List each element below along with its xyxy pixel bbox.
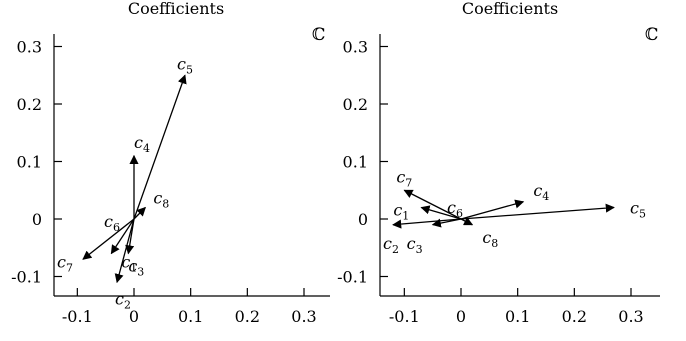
vector-arrow-c5: [460, 203, 615, 220]
vector-arrow-c7: [82, 218, 135, 260]
x-tick-label: 0.3: [291, 307, 316, 326]
vector-label-subscript: 8: [491, 237, 498, 250]
complex-plane-symbol: ℂ: [312, 25, 326, 45]
vector-label-subscript: 3: [137, 266, 144, 279]
vector-label-subscript: 1: [130, 262, 137, 275]
x-tick-label: 0: [129, 307, 139, 326]
vector-label-c2: c2: [115, 289, 131, 311]
vector-label-c7: c7: [396, 167, 412, 189]
vector-label-subscript: 1: [402, 210, 409, 223]
x-tick-label: 0: [456, 307, 466, 326]
vector-group: c1 c2 c3 c4 c5 c6 c7 c8: [383, 167, 646, 256]
y-tick-label: -0.1: [337, 268, 368, 287]
x-tick-label: 0.3: [618, 307, 643, 326]
vector-arrow-c1: [420, 205, 462, 220]
vector-arrow-c7: [403, 189, 462, 220]
vector-arrow-c8: [460, 216, 474, 226]
vector-label-subscript: 8: [162, 198, 169, 211]
vector-arrow-c8: [133, 206, 146, 220]
x-tick-label: -0.1: [62, 307, 93, 326]
x-tick-label: 0.1: [178, 307, 203, 326]
x-tick-label: -0.1: [389, 307, 420, 326]
chart-title: Coefficients: [128, 0, 224, 18]
vector-label-subscript: 2: [124, 298, 131, 311]
y-tick-label: 0: [358, 210, 368, 229]
chart-title: Coefficients: [462, 0, 558, 18]
vector-label-subscript: 7: [66, 261, 73, 274]
vector-arrow-c4: [460, 199, 525, 220]
vector-label-subscript: 6: [456, 207, 463, 220]
y-tick-label: 0.3: [17, 38, 42, 57]
vector-label-c3: c3: [407, 234, 423, 256]
vector-arrow-c3: [431, 218, 462, 228]
vector-label-subscript: 2: [392, 243, 399, 256]
vector-label-c8: c8: [153, 189, 169, 211]
x-tick-label: 0.1: [505, 307, 530, 326]
vector-label-c6: c6: [104, 212, 120, 234]
x-tick-label: 0.2: [562, 307, 587, 326]
vector-label-subscript: 3: [416, 243, 423, 256]
vector-arrow-c5: [133, 74, 187, 220]
y-tick-label: 0.2: [343, 95, 368, 114]
panel-right: Coefficients ℂ -0.1 0 0.1 0.2 0.30.30.20.10-…: [337, 0, 660, 326]
y-tick-label: 0.3: [343, 38, 368, 57]
vector-label-subscript: 5: [639, 208, 646, 221]
vector-label-subscript: 4: [542, 190, 549, 203]
vector-label-subscript: 5: [186, 63, 193, 76]
x-tick-label: 0.2: [235, 307, 260, 326]
y-tick-label: 0.1: [343, 153, 368, 172]
tick-group: -0.1 0 0.1 0.2 0.3 0.3 0.2 0.1 0 -0.1: [337, 38, 644, 327]
vector-label-c2: c2: [383, 234, 399, 256]
y-tick-label: 0.1: [17, 153, 42, 172]
vector-label-c1: c1: [393, 201, 409, 223]
tick-group: -0.1 0 0.1 0.2 0.3 0.3 0.2 0.1 0 -0.1: [11, 38, 317, 327]
vector-label-c7: c7: [57, 252, 73, 274]
y-tick-label: -0.1: [11, 268, 42, 287]
vector-label-subscript: 4: [143, 142, 150, 155]
vector-label-c4: c4: [533, 181, 549, 203]
vector-arrow-c1: [110, 218, 135, 255]
vector-label-c3: c3: [128, 257, 144, 279]
vector-arrow-c3: [125, 218, 135, 255]
y-tick-label: 0: [32, 210, 42, 229]
vector-label-c5: c5: [630, 199, 646, 221]
complex-plane-symbol: ℂ: [645, 25, 659, 45]
panel-left: Coefficients ℂ -0.1 0 0.1 0.2 0.30.30.20.10-…: [11, 0, 330, 326]
y-tick-label: 0.2: [17, 95, 42, 114]
vector-label-c4: c4: [134, 133, 150, 155]
vector-label-c5: c5: [177, 54, 193, 76]
vector-label-subscript: 6: [113, 221, 120, 234]
vector-arrow-c2: [392, 218, 462, 229]
vector-label-c8: c8: [482, 228, 498, 250]
vector-label-c6: c6: [447, 198, 463, 220]
vector-label-subscript: 7: [405, 176, 412, 189]
